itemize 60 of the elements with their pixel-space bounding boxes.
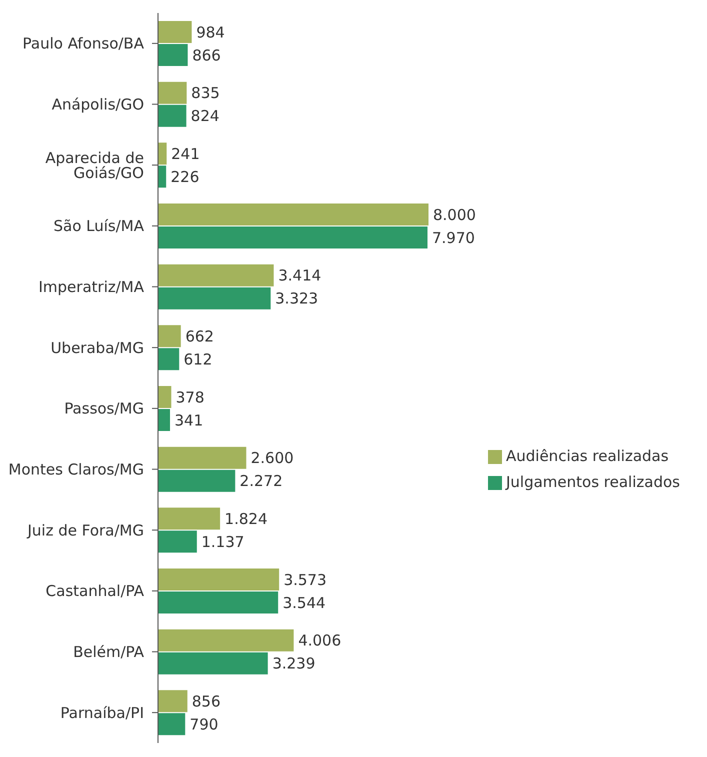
data-label: 835 (191, 84, 220, 102)
data-label: 3.573 (284, 570, 327, 589)
data-label: 1.824 (224, 510, 268, 528)
data-label: 8.000 (433, 206, 476, 224)
data-label: 341 (174, 411, 204, 430)
y-tick-label: Passos/MG (64, 400, 144, 418)
bar (158, 652, 268, 674)
data-label: 824 (190, 107, 220, 126)
bar (158, 325, 181, 348)
y-tick-label: Aparecida de Goiás/GO (45, 148, 144, 182)
y-tick-label: Parnaíba/PI (60, 704, 144, 722)
data-label: 1.137 (201, 533, 244, 552)
data-label: 3.323 (275, 290, 318, 308)
bar (158, 82, 187, 104)
y-tick-label: Imperatriz/MA (38, 278, 145, 296)
bar (158, 204, 428, 226)
bar (158, 287, 271, 310)
data-label: 2.600 (250, 449, 294, 468)
bar (158, 713, 186, 736)
data-label: 3.544 (282, 594, 326, 612)
y-tick-label: Anápolis/GO (52, 96, 144, 114)
y-tick-label: Uberaba/MG (50, 338, 144, 357)
bar (158, 386, 172, 408)
bar (158, 348, 180, 370)
data-label: 2.272 (240, 472, 283, 490)
bar (158, 21, 192, 44)
y-tick-label: Juiz de Fora/MG (26, 521, 144, 540)
bar (158, 409, 170, 432)
bar (158, 470, 236, 492)
bar (158, 226, 428, 249)
data-label: 790 (190, 716, 218, 734)
data-label: 612 (184, 350, 212, 369)
bar (158, 44, 188, 66)
data-label: 662 (185, 328, 214, 346)
y-tick-label: Paulo Afonso/BA (22, 34, 145, 53)
bar (158, 568, 280, 591)
data-label: 226 (170, 168, 200, 186)
bar (158, 264, 274, 286)
bar (158, 446, 246, 469)
y-tick-label: Castanhal/PA (46, 582, 145, 600)
y-tick-label: Belém/PA (73, 643, 145, 662)
bar (158, 690, 188, 712)
bar (158, 508, 220, 530)
legend-label: Audiências realizadas (506, 447, 669, 465)
data-label: 378 (176, 388, 204, 406)
data-label: 856 (192, 692, 221, 711)
data-label: 7.970 (432, 228, 475, 247)
legend-label: Julgamentos realizados (506, 473, 680, 491)
data-label: 241 (171, 145, 200, 164)
y-tick-label: São Luís/MA (54, 217, 145, 236)
data-label: 984 (196, 23, 225, 42)
bar (158, 629, 294, 652)
bar (158, 530, 197, 553)
data-label: 3.239 (272, 654, 316, 673)
bar (158, 104, 186, 127)
data-label: 866 (192, 46, 221, 64)
y-tick-label: Montes Claros/MG (8, 460, 144, 479)
data-label: 4.006 (298, 632, 342, 650)
data-label: 3.414 (278, 266, 322, 285)
bar (158, 592, 278, 614)
